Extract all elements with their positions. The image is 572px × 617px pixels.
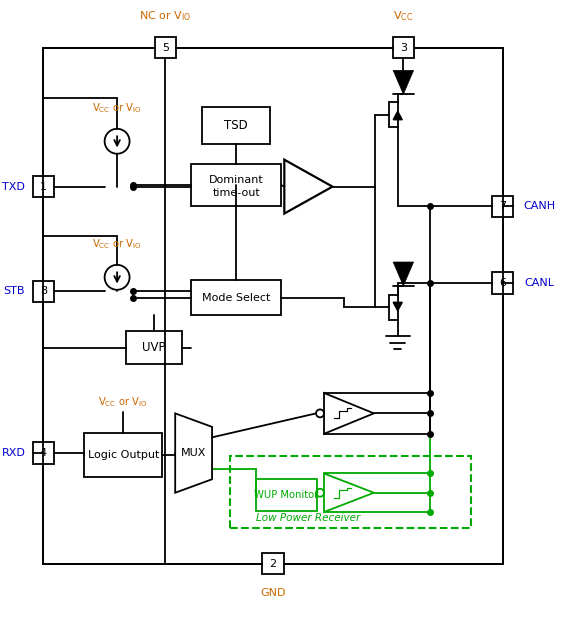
- Text: GND: GND: [260, 588, 286, 598]
- Text: Mode Select: Mode Select: [202, 292, 271, 303]
- FancyBboxPatch shape: [191, 164, 281, 207]
- FancyBboxPatch shape: [256, 479, 317, 511]
- Text: RXD: RXD: [2, 448, 26, 458]
- Polygon shape: [393, 262, 414, 286]
- Text: STB: STB: [3, 286, 25, 297]
- Text: time-out: time-out: [212, 188, 260, 197]
- FancyBboxPatch shape: [33, 281, 54, 302]
- FancyBboxPatch shape: [33, 176, 54, 197]
- Polygon shape: [393, 111, 402, 120]
- Text: V$_{\mathregular{CC}}$ or V$_{\mathregular{IO}}$: V$_{\mathregular{CC}}$ or V$_{\mathregul…: [92, 237, 142, 251]
- FancyBboxPatch shape: [84, 433, 162, 478]
- Text: Low Power Receiver: Low Power Receiver: [256, 513, 360, 523]
- Text: V$_{\mathregular{CC}}$ or V$_{\mathregular{IO}}$: V$_{\mathregular{CC}}$ or V$_{\mathregul…: [98, 395, 148, 410]
- Text: 3: 3: [400, 43, 407, 52]
- Text: WUP Monitor: WUP Monitor: [255, 490, 319, 500]
- Text: TXD: TXD: [2, 181, 25, 192]
- FancyBboxPatch shape: [492, 272, 513, 294]
- Text: CANH: CANH: [523, 202, 555, 212]
- Text: 7: 7: [499, 202, 506, 212]
- Text: NC or V$_{\mathregular{IO}}$: NC or V$_{\mathregular{IO}}$: [139, 10, 192, 23]
- Text: 6: 6: [499, 278, 506, 288]
- Text: Logic Output: Logic Output: [88, 450, 159, 460]
- FancyBboxPatch shape: [33, 442, 54, 464]
- Polygon shape: [393, 70, 414, 94]
- Polygon shape: [393, 302, 402, 311]
- Text: 5: 5: [162, 43, 169, 52]
- Text: V$_{\mathregular{CC}}$: V$_{\mathregular{CC}}$: [394, 10, 414, 23]
- Text: V$_{\mathregular{CC}}$ or V$_{\mathregular{IO}}$: V$_{\mathregular{CC}}$ or V$_{\mathregul…: [92, 101, 142, 115]
- FancyBboxPatch shape: [126, 331, 182, 364]
- Text: CANL: CANL: [525, 278, 554, 288]
- FancyBboxPatch shape: [202, 107, 270, 144]
- FancyBboxPatch shape: [191, 280, 281, 315]
- Text: MUX: MUX: [181, 448, 206, 458]
- Text: 1: 1: [40, 181, 47, 192]
- FancyBboxPatch shape: [392, 37, 414, 59]
- Text: Dominant: Dominant: [209, 175, 264, 184]
- FancyBboxPatch shape: [262, 553, 284, 574]
- FancyBboxPatch shape: [43, 48, 503, 563]
- Text: TSD: TSD: [224, 119, 248, 132]
- Text: UVP: UVP: [142, 341, 166, 354]
- FancyBboxPatch shape: [492, 196, 513, 217]
- Text: 2: 2: [269, 558, 276, 569]
- Text: 4: 4: [40, 448, 47, 458]
- FancyBboxPatch shape: [154, 37, 176, 59]
- Text: 8: 8: [40, 286, 47, 297]
